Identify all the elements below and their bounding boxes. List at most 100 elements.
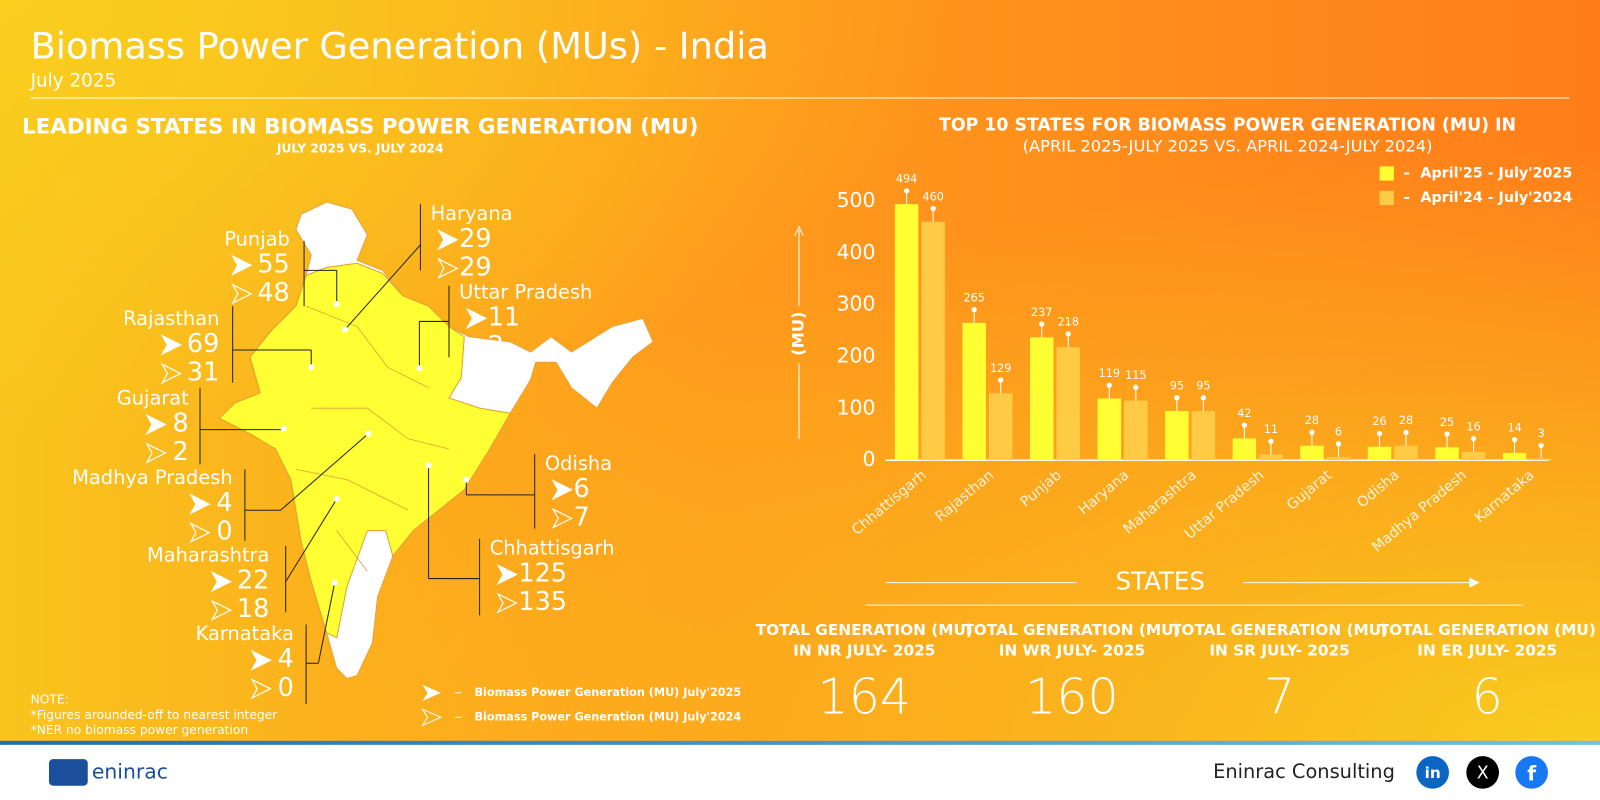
- total-label: TOTAL GENERATION (MU): [756, 621, 973, 639]
- value-label: 494: [896, 173, 917, 186]
- callout-line: [280, 433, 369, 511]
- map-dot: [333, 495, 340, 503]
- label-dot: [1444, 431, 1450, 437]
- company-name: Eninrac Consulting: [1213, 760, 1395, 783]
- map-dot: [333, 301, 340, 308]
- map-dot: [416, 365, 423, 372]
- bar: [1124, 400, 1148, 461]
- map-legend: Biomass Power Generation (MU) July'2025 …: [421, 684, 741, 727]
- bar: [962, 322, 986, 461]
- map-dot: [365, 430, 372, 437]
- page-title: Biomass Power Generation (MUs) - India: [31, 24, 769, 67]
- value-label: 218: [1058, 316, 1079, 329]
- label-dot: [1065, 331, 1071, 337]
- footer-stripe: [0, 740, 1600, 745]
- state-value: 31: [187, 357, 219, 387]
- y-tick-label: 0: [863, 447, 876, 471]
- state-name: Haryana: [431, 202, 513, 225]
- legend-arrow-hollow: [421, 708, 443, 727]
- value-label: 42: [1237, 407, 1251, 420]
- state-value: 55: [257, 249, 289, 279]
- value-label: 265: [963, 291, 984, 304]
- value-label: 28: [1305, 414, 1319, 427]
- facebook-label[interactable]: f: [1527, 761, 1537, 785]
- logo-text: eninrac: [92, 759, 168, 783]
- bar: [988, 393, 1013, 461]
- arrow-hollow: [231, 283, 253, 305]
- map-dot: [331, 579, 338, 586]
- value-label: 16: [1466, 420, 1480, 433]
- bar: [1030, 337, 1054, 461]
- value-label: 6: [1335, 426, 1342, 439]
- label-dot: [1200, 395, 1207, 401]
- arrow-hollow: [496, 592, 518, 614]
- y-tick-label: 500: [837, 188, 876, 212]
- arrow-hollow: [145, 442, 167, 464]
- state-value: 135: [518, 587, 567, 617]
- map-dot: [280, 425, 287, 432]
- total-label: TOTAL GENERATION (MU): [963, 621, 1180, 639]
- state-name: Punjab: [224, 227, 289, 250]
- state-value: 125: [518, 558, 567, 588]
- arrow-hollow: [465, 336, 488, 358]
- value-label: 11: [1264, 423, 1278, 436]
- linkedin-label[interactable]: in: [1425, 764, 1441, 782]
- india-map: [218, 201, 654, 680]
- arrow-filled: [189, 493, 211, 515]
- bar: [1232, 438, 1257, 461]
- facebook-icon[interactable]: [1515, 756, 1548, 789]
- map-title: LEADING STATES IN BIOMASS POWER GENERATI…: [22, 115, 698, 140]
- legend-swatch: [1379, 166, 1394, 181]
- map-subtitle: JULY 2025 VS. JULY 2024: [276, 141, 444, 155]
- label-dot: [1133, 384, 1139, 390]
- value-label: 460: [922, 190, 943, 203]
- state-value: 2: [173, 437, 189, 467]
- label-dot: [903, 188, 910, 194]
- arrow-hollow: [437, 257, 459, 279]
- arrow-hollow: [189, 522, 211, 544]
- bar: [1394, 445, 1418, 461]
- bar: [1529, 458, 1553, 461]
- value-label: 28: [1399, 414, 1413, 427]
- label-dot: [1309, 429, 1315, 436]
- map-dot: [341, 326, 348, 333]
- logo: eninrac: [48, 759, 168, 786]
- callout-line: [344, 244, 421, 330]
- linkedin-icon[interactable]: [1416, 756, 1449, 789]
- total-label: TOTAL GENERATION (MU): [1379, 621, 1596, 639]
- chart-title: TOP 10 STATES FOR BIOMASS POWER GENERATI…: [939, 116, 1516, 136]
- label-dot: [1039, 321, 1045, 327]
- label-dot: [998, 377, 1004, 383]
- value-label: 3: [1538, 427, 1545, 440]
- bar: [921, 221, 945, 461]
- value-label: 119: [1099, 367, 1120, 380]
- total-value: 160: [1025, 669, 1118, 726]
- callout-line: [285, 498, 338, 582]
- state-name: Chhattisgarh: [490, 536, 615, 559]
- value-label: 95: [1170, 379, 1184, 392]
- y-axis-arrowhead: [794, 225, 804, 236]
- chart-subtitle: (APRIL 2025-JULY 2025 VS. APRIL 2024-JUL…: [1023, 136, 1433, 155]
- bar: [1165, 410, 1189, 461]
- state-value: 0: [216, 517, 232, 547]
- arrow-filled: [160, 334, 182, 356]
- state-value: 6: [573, 474, 589, 504]
- legend-swatch: [1379, 190, 1394, 206]
- y-axis-label: (MU): [788, 311, 807, 355]
- x-icon[interactable]: [1466, 756, 1499, 789]
- arrow-filled: [551, 479, 573, 501]
- value-label: 237: [1031, 306, 1052, 319]
- label-dot: [1511, 437, 1518, 443]
- state-value: 29: [459, 224, 491, 254]
- footer: [0, 744, 1600, 800]
- label-dot: [1376, 430, 1383, 437]
- arrow-filled: [210, 571, 232, 593]
- total-label: IN ER JULY- 2025: [1417, 642, 1557, 660]
- label-dot: [1268, 438, 1274, 444]
- arrow-filled: [145, 413, 167, 436]
- total-label: IN SR JULY- 2025: [1209, 642, 1349, 660]
- bar: [1502, 452, 1527, 461]
- x-label[interactable]: X: [1477, 763, 1489, 783]
- value-label: 14: [1507, 421, 1521, 434]
